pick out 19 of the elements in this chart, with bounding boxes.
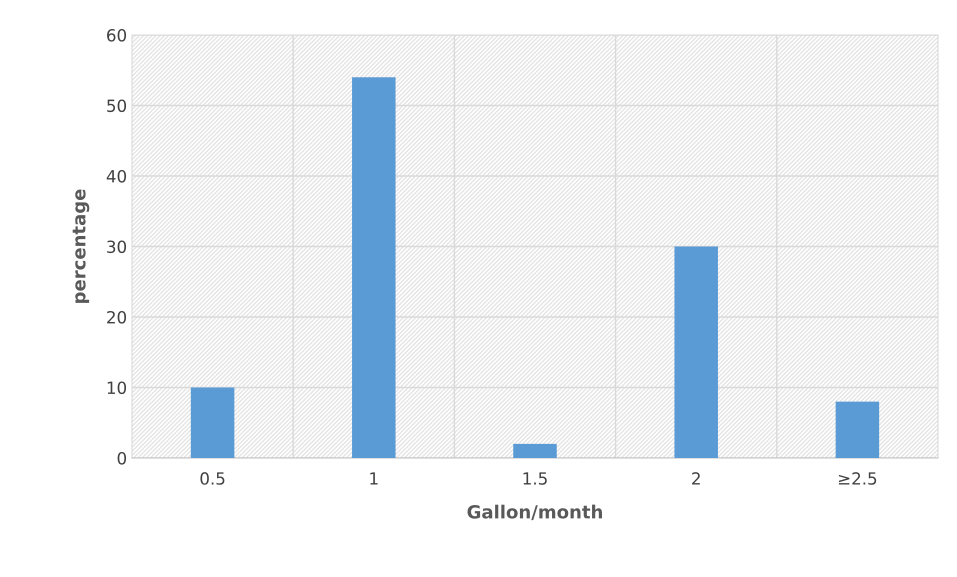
bar: [190, 388, 234, 458]
y-axis-title: percentage: [72, 189, 90, 303]
y-tick-label: 0: [118, 452, 126, 465]
y-tick-label: 20: [107, 310, 126, 324]
x-tick-label: ≥2.5: [838, 472, 876, 485]
y-tick-label: 30: [107, 240, 126, 254]
y-tick-label: 10: [108, 381, 126, 394]
y-tick-label: 50: [107, 99, 126, 112]
y-tick-label: 60: [107, 28, 126, 42]
x-tick-label: 1: [370, 472, 378, 485]
x-tick-label: 0.5: [200, 472, 224, 485]
y-tick-label: 40: [106, 170, 126, 183]
bar: [513, 444, 557, 458]
x-tick-label: 1.5: [524, 472, 547, 485]
bar: [836, 402, 880, 458]
bar: [674, 246, 718, 458]
x-tick-label: 2: [692, 472, 700, 485]
x-axis-title: Gallon/month: [468, 504, 602, 520]
bar: [352, 77, 396, 458]
